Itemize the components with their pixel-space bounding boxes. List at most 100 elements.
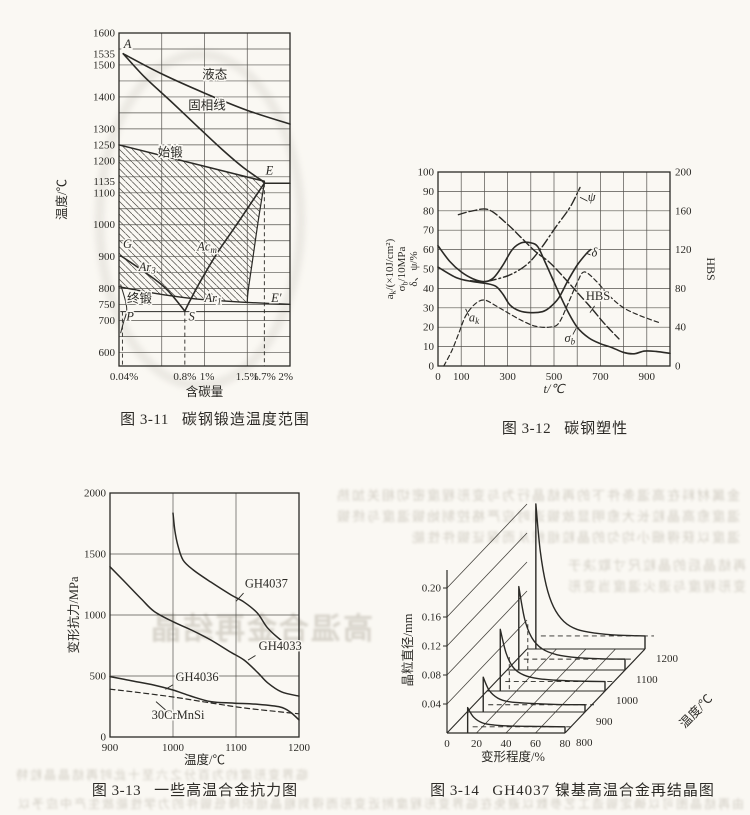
curve-label: Ar3 [138,260,157,276]
z-tick-label: 1100 [636,674,658,686]
label-leader-line [247,655,256,661]
x-tick-label: 900 [639,371,656,383]
fig1-plot: 0.04% 0.8% 1% 1.5%1.7% 2% 600 700 750 800 900 1000… [54,28,293,400]
fig-3-14-caption-number: 图 3-14 [430,783,480,799]
x-tick-label: 500 [546,371,563,383]
y2-tick-label: 200 [675,167,692,179]
y-tick-label: 30 [423,302,435,314]
y-tick-label: 80 [423,205,435,217]
label-leader-line [155,701,169,713]
fig-3-13-caption-number: 图 3-13 [91,783,142,799]
curve-label: GH4033 [259,639,302,653]
curve-label: ak [469,310,480,326]
fig-3-14-caption-title: GH4037 镍基高温合金再结晶图 [492,783,715,799]
fig-3-11-caption: 图 3-11 碳钢锻造温度范围 [60,408,370,429]
y2-tick-label: 160 [675,205,692,217]
label-leader-line [465,308,471,318]
solidus-line [122,52,266,184]
wall-grid-line [446,619,528,705]
y-axis-label: ak/(×10J/cm²) [384,238,398,299]
x-tick-label: 0.8% [173,371,196,383]
label-leader-line [589,305,595,313]
x-tick-label: 900 [102,742,119,754]
y-tick-label: 40 [423,283,435,295]
x-tick-label: 300 [499,371,516,383]
y-tick-label: 50 [423,264,435,276]
y2-tick-label: 80 [675,283,687,295]
x-tick-label: 1100 [225,742,247,754]
gh4036-curve [109,675,300,721]
fence-1200c [535,503,646,649]
fig-3-12-caption: 图 3-12 碳钢塑性 [420,417,710,438]
psi-curve [469,186,581,283]
curve-label: Acm [196,239,217,255]
y-tick-label: 1000 [84,610,107,622]
label-leader-line [586,253,593,256]
x-tick-label: 700 [592,371,609,383]
label-leader-line [235,592,244,602]
wall-grid-line [446,561,528,647]
x-tick-label: 1200 [288,742,311,754]
y-tick-label: 90 [423,186,435,198]
y-tick-label: 2000 [84,488,107,500]
x-tick-label: 1000 [162,742,185,754]
fence-900c [482,676,586,712]
fig-3-12-caption-number: 图 3-12 [501,421,552,437]
curve-label: E′ [270,291,282,305]
y-tick-label: 500 [90,671,107,683]
plot-border [437,171,671,367]
curve-label: 液态 [202,66,227,81]
y-tick-label: 0 [429,361,435,373]
y-tick-label: 0 [101,732,107,744]
y-tick-label: 1135 [93,176,115,188]
x-tick-label: 0.04% [110,371,138,383]
delta-curve [437,248,592,314]
y-tick-label: 800 [99,283,116,295]
y-tick-label: 600 [99,347,116,359]
z-tick-label: 900 [596,716,613,728]
y-tick-label: 1400 [93,91,116,103]
y-axis-label: σb/10MPa [396,247,410,292]
y-tick-label: 1600 [93,28,116,40]
y-tick-label: 1250 [93,139,116,151]
x-tick-label: 1.7% [253,371,276,383]
curve-label: A [123,37,132,51]
x-tick-label: 2% [278,371,293,383]
curve-label: HBS [586,289,610,303]
x-axis-label: 变形程度/% [481,749,545,764]
floor-left-edge [446,648,528,734]
curve-label: GH4037 [245,577,288,591]
x-tick-label: 80 [560,738,572,750]
z-tick-label: 1200 [656,653,679,665]
hatch-right-boundary [246,182,265,304]
wall-grid-line [446,532,528,618]
y-tick-label: 1000 [93,219,116,231]
y-tick-label: 20 [423,322,435,334]
y2-tick-label: 0 [675,361,681,373]
curve-label: δ [591,245,597,259]
y-tick-label: 0.12 [422,641,441,653]
forging-range-hatch [119,144,265,303]
fig3-plot: 900 1000 1100 1200 0 500 1000 1500 2000 温度/℃ 变形抗力/… [66,488,311,768]
y-axis-label: 温度/℃ [54,179,69,220]
ak-curve [443,271,659,367]
ar3-line [119,254,186,312]
fig-3-13-caption-title: 一些高温合金抗力图 [154,783,299,799]
y-tick-label: 1100 [93,187,115,199]
x-tick-label: 20 [471,738,483,750]
label-leader-line [165,684,174,690]
curve-label: P [125,309,134,323]
x-axis-label: 温度/℃ [184,752,225,767]
x-tick-label: 1% [200,371,215,383]
y-tick-label: 1535 [93,48,116,60]
curve-label: E [265,163,274,177]
fence-1000c [499,628,606,691]
curve-label: S [189,309,196,323]
wall-grid-line [446,503,528,589]
x-tick-label: 100 [453,371,470,383]
curve-label: 30CrMnSi [152,708,205,722]
x-tick-label: 0 [444,738,450,750]
curve-label: σb [564,331,575,347]
